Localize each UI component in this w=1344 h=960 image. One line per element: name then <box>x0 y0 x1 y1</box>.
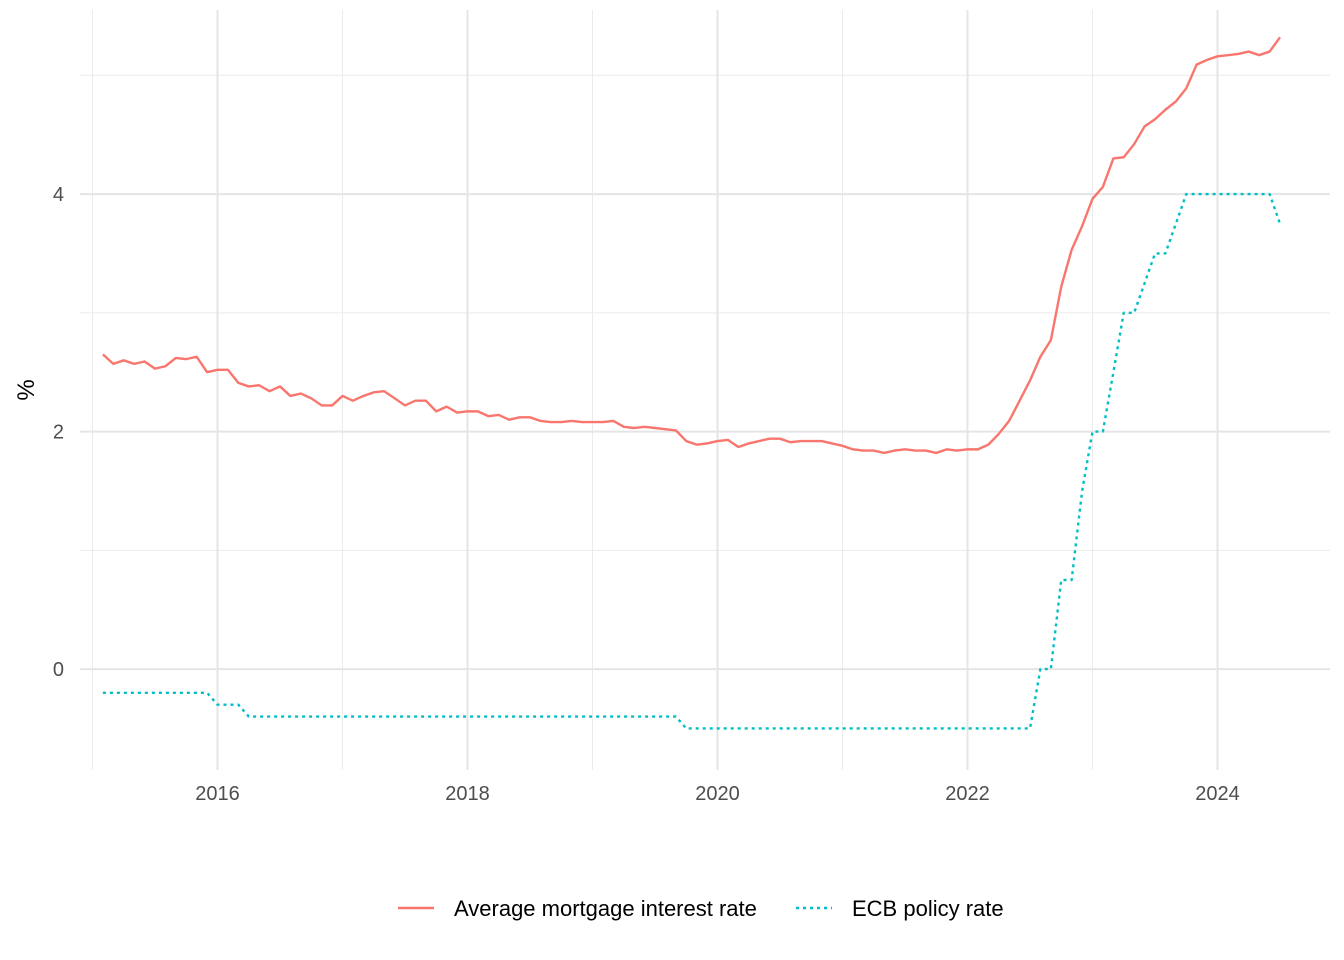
y-axis-tick-labels: 0 2 4 <box>53 184 64 681</box>
y-axis-title: % <box>13 379 40 400</box>
y-tick-label: 2 <box>53 422 64 444</box>
y-tick-label: 4 <box>53 184 64 206</box>
y-tick-label: 0 <box>53 659 64 681</box>
series-layer <box>102 36 1282 730</box>
x-tick-label: 2018 <box>445 783 490 805</box>
x-axis-tick-labels: 2016 2018 2020 2022 2024 <box>195 783 1240 805</box>
x-tick-label: 2024 <box>1195 783 1240 805</box>
series-line-1 <box>102 36 1281 455</box>
major-gridlines <box>80 10 1330 770</box>
x-tick-label: 2022 <box>945 783 990 805</box>
minor-gridlines <box>80 10 1330 770</box>
series-line-2 <box>102 192 1282 730</box>
x-tick-label: 2020 <box>695 783 740 805</box>
legend: Average mortgage interest rate ECB policy… <box>398 896 1004 921</box>
legend-label-1: Average mortgage interest rate <box>454 896 757 921</box>
x-tick-label: 2016 <box>195 783 240 805</box>
legend-label-2: ECB policy rate <box>852 896 1004 921</box>
